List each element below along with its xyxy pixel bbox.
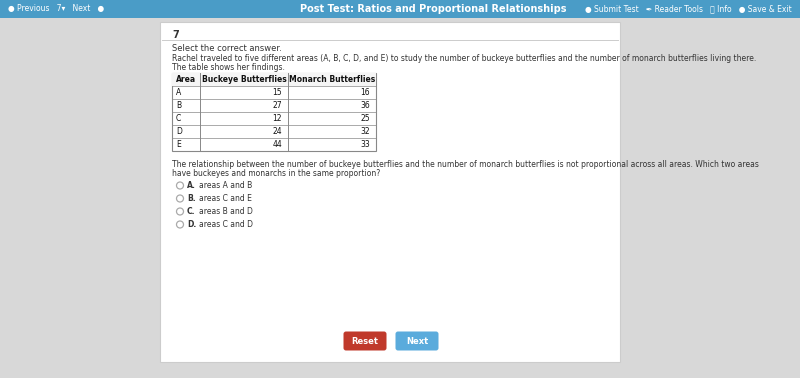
- Text: 12: 12: [273, 114, 282, 123]
- Text: D: D: [176, 127, 182, 136]
- Text: Buckeye Butterflies: Buckeye Butterflies: [202, 75, 286, 84]
- Text: areas C and D: areas C and D: [199, 220, 253, 229]
- FancyBboxPatch shape: [395, 332, 438, 350]
- Text: A.: A.: [187, 181, 196, 190]
- Text: The relationship between the number of buckeye butterflies and the number of mon: The relationship between the number of b…: [172, 160, 759, 169]
- Text: C.: C.: [187, 207, 195, 216]
- Text: 32: 32: [360, 127, 370, 136]
- Text: Select the correct answer.: Select the correct answer.: [172, 44, 282, 53]
- Circle shape: [177, 195, 183, 202]
- FancyBboxPatch shape: [343, 332, 386, 350]
- Text: 24: 24: [272, 127, 282, 136]
- Circle shape: [177, 182, 183, 189]
- FancyBboxPatch shape: [160, 22, 620, 362]
- Text: 36: 36: [360, 101, 370, 110]
- Text: 15: 15: [272, 88, 282, 97]
- FancyBboxPatch shape: [172, 73, 376, 86]
- Text: Reset: Reset: [351, 336, 378, 345]
- Text: Post Test: Ratios and Proportional Relationships: Post Test: Ratios and Proportional Relat…: [300, 4, 566, 14]
- Text: The table shows her findings.: The table shows her findings.: [172, 63, 285, 72]
- Text: 16: 16: [360, 88, 370, 97]
- Text: 7: 7: [172, 30, 178, 40]
- Text: 33: 33: [360, 140, 370, 149]
- Text: areas C and E: areas C and E: [199, 194, 252, 203]
- Text: Next: Next: [406, 336, 428, 345]
- Text: C: C: [176, 114, 182, 123]
- Text: D.: D.: [187, 220, 196, 229]
- Text: B: B: [176, 101, 181, 110]
- Text: 27: 27: [272, 101, 282, 110]
- Text: A: A: [176, 88, 182, 97]
- Circle shape: [177, 221, 183, 228]
- Text: ● Submit Test   ✒ Reader Tools   ⓘ Info   ● Save & Exit: ● Submit Test ✒ Reader Tools ⓘ Info ● Sa…: [586, 5, 792, 14]
- Text: B.: B.: [187, 194, 196, 203]
- Text: 44: 44: [272, 140, 282, 149]
- Text: Monarch Butterflies: Monarch Butterflies: [289, 75, 375, 84]
- Text: Area: Area: [176, 75, 196, 84]
- Text: E: E: [176, 140, 181, 149]
- Text: Rachel traveled to five different areas (A, B, C, D, and E) to study the number : Rachel traveled to five different areas …: [172, 54, 756, 63]
- Text: have buckeyes and monarchs in the same proportion?: have buckeyes and monarchs in the same p…: [172, 169, 380, 178]
- Text: ● Previous   7▾   Next   ●: ● Previous 7▾ Next ●: [8, 5, 104, 14]
- Text: 25: 25: [360, 114, 370, 123]
- Text: areas B and D: areas B and D: [199, 207, 253, 216]
- FancyBboxPatch shape: [0, 0, 800, 18]
- Circle shape: [177, 208, 183, 215]
- Text: areas A and B: areas A and B: [199, 181, 252, 190]
